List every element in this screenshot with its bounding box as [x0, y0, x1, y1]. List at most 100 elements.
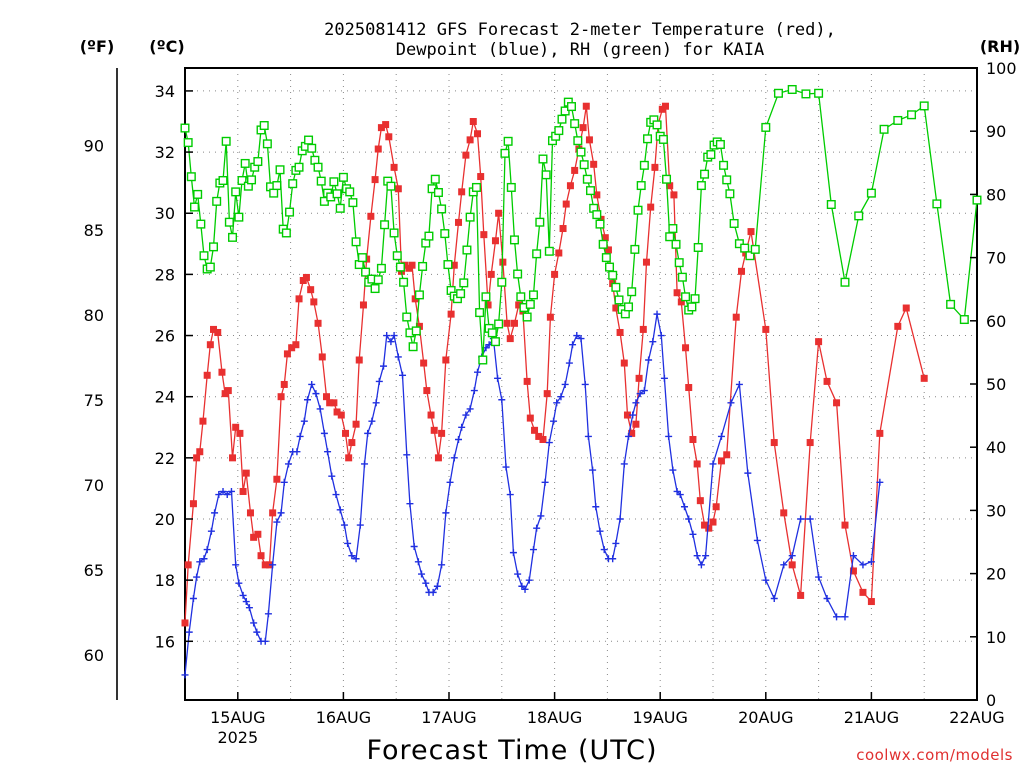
- dewpoint-point: [340, 521, 348, 529]
- rh-point: [566, 102, 576, 112]
- dewpoint-point: [446, 478, 454, 486]
- dewpoint-point: [399, 371, 407, 379]
- temperature-point: [326, 399, 334, 407]
- rh-point: [643, 134, 653, 144]
- fahrenheit-tick-label: 85: [84, 221, 104, 240]
- dewpoint-point: [189, 594, 197, 602]
- temperature-point: [232, 423, 240, 431]
- dewpoint-point: [422, 579, 430, 587]
- dewpoint-point: [242, 598, 250, 606]
- temperature-point: [224, 387, 232, 395]
- dewpoint-point: [577, 335, 585, 343]
- temperature-point: [210, 325, 218, 333]
- dewpoint-point: [616, 515, 624, 523]
- rh-point: [237, 175, 247, 185]
- rh-point: [614, 295, 624, 305]
- rh-point: [592, 210, 602, 220]
- rh-point: [316, 176, 326, 186]
- rh-point: [544, 246, 554, 256]
- rh-point: [576, 147, 586, 157]
- rh-point: [668, 224, 678, 234]
- rh-point: [582, 174, 592, 184]
- temperature-point: [685, 384, 693, 392]
- rh-point: [636, 181, 646, 191]
- dewpoint-point: [876, 478, 884, 486]
- dewpoint-point: [735, 380, 743, 388]
- fahrenheit-tick-label: 80: [84, 306, 104, 325]
- temperature-point: [566, 182, 574, 190]
- rh-point: [351, 237, 361, 247]
- dewpoint-point: [573, 332, 581, 340]
- temperature-point: [531, 426, 539, 434]
- temperature-point: [515, 301, 523, 309]
- dewpoint-point: [612, 539, 620, 547]
- rh-point: [787, 84, 797, 94]
- temperature-point: [246, 509, 254, 517]
- rh-point: [456, 289, 466, 299]
- rh-point: [440, 229, 450, 239]
- rh-point: [307, 143, 317, 153]
- rh-point: [866, 188, 876, 198]
- rh-tick-label: 100: [986, 59, 1017, 78]
- dewpoint-point: [762, 576, 770, 584]
- temperature-point: [442, 356, 450, 364]
- temperature-point: [723, 451, 731, 459]
- rh-point: [380, 220, 390, 230]
- temperature-point: [196, 448, 204, 456]
- rh-point: [722, 175, 732, 185]
- temperature-line: [184, 104, 925, 623]
- rh-point: [570, 119, 580, 129]
- rh-tick-label: 50: [986, 375, 1006, 394]
- rh-point: [601, 253, 611, 263]
- temperature-point: [371, 176, 379, 184]
- dewpoint-point: [859, 561, 867, 569]
- rh-point: [690, 294, 700, 304]
- x-year-label: 2025: [217, 728, 258, 747]
- rh-tick-label: 60: [986, 312, 1006, 331]
- dewpoint-point: [312, 390, 320, 398]
- celsius-tick-label: 22: [155, 449, 175, 468]
- chart-title-line1: 2025081412 GFS Forecast 2-meter Temperat…: [324, 20, 836, 40]
- dewpoint-point: [514, 570, 522, 578]
- dewpoint-point: [390, 332, 398, 340]
- rh-point: [465, 212, 475, 222]
- rh-point: [494, 319, 504, 329]
- dewpoint-point: [685, 515, 693, 523]
- temperature-point: [374, 145, 382, 153]
- rh-point: [509, 235, 519, 245]
- dewpoint-point: [368, 417, 376, 425]
- temperature-point: [385, 133, 393, 141]
- rh-point: [490, 337, 500, 347]
- series-group: [180, 84, 982, 679]
- celsius-tick-label: 34: [155, 82, 175, 101]
- dewpoint-point: [867, 558, 875, 566]
- celsius-tick-label: 26: [155, 327, 175, 346]
- rh-point: [595, 219, 605, 229]
- dewpoint-point: [689, 530, 697, 538]
- dewpoint-point: [753, 536, 761, 544]
- temperature-point: [359, 301, 367, 309]
- temperature-point: [623, 411, 631, 419]
- dewpoint-point: [403, 451, 411, 459]
- dewpoint-point: [364, 429, 372, 437]
- dewpoint-point: [806, 515, 814, 523]
- dewpoint-point: [589, 466, 597, 474]
- temperature-point: [510, 319, 518, 327]
- temperature-point: [696, 497, 704, 505]
- rh-point: [719, 160, 729, 170]
- temperature-point: [539, 435, 547, 443]
- temperature-point: [181, 619, 189, 627]
- temperature-point: [203, 371, 211, 379]
- x-tick-label: 20AUG: [738, 708, 793, 727]
- temperature-point: [780, 509, 788, 517]
- credit-link[interactable]: coolwx.com/models: [856, 746, 1013, 764]
- rh-point: [361, 267, 371, 277]
- rh-point: [725, 189, 735, 199]
- rh-point: [373, 275, 383, 285]
- rh-point: [671, 239, 681, 249]
- temperature-point: [367, 212, 375, 220]
- temperature-point: [551, 270, 559, 278]
- dewpoint-point: [264, 610, 272, 618]
- rh-point: [715, 139, 725, 149]
- rh-point: [348, 198, 358, 208]
